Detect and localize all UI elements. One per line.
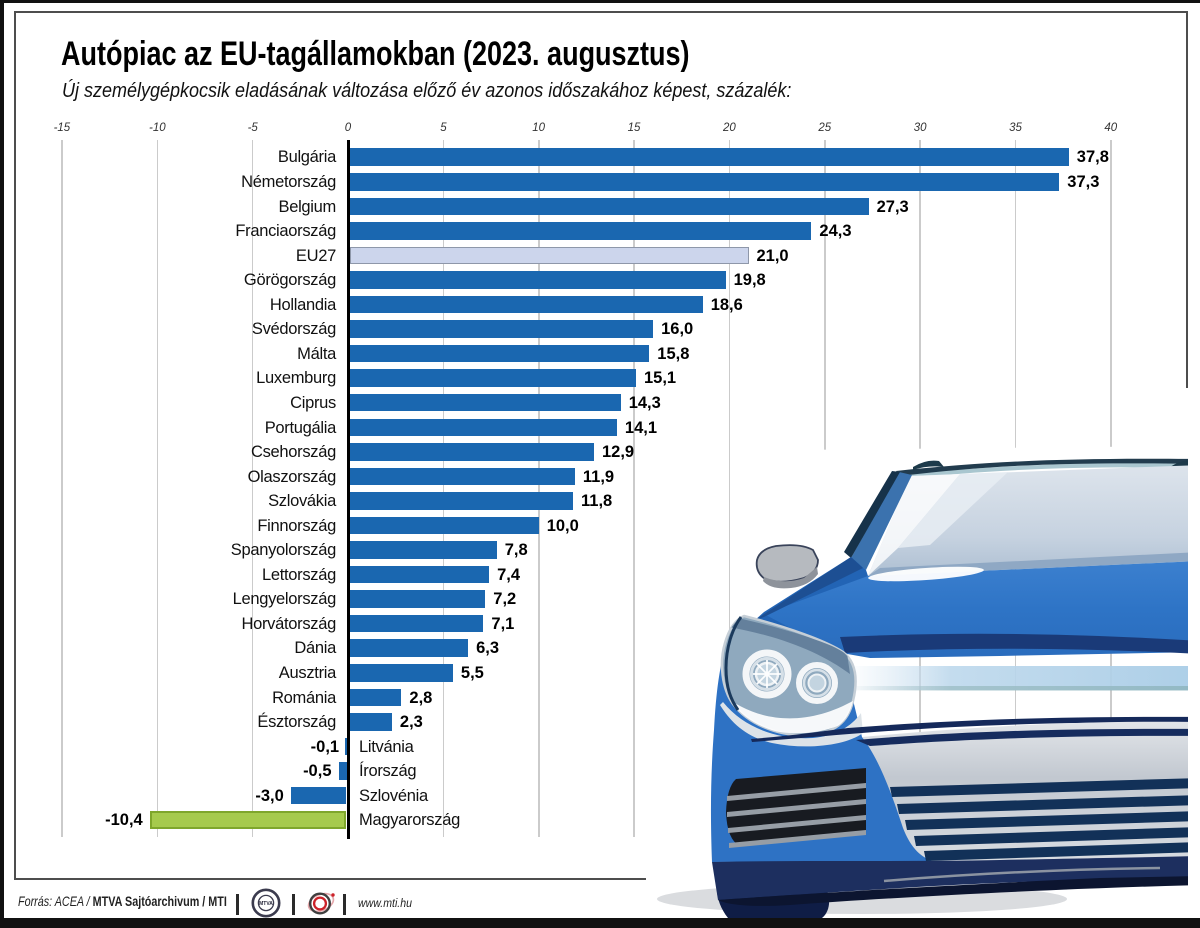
svg-text:MTVA: MTVA	[259, 901, 273, 907]
